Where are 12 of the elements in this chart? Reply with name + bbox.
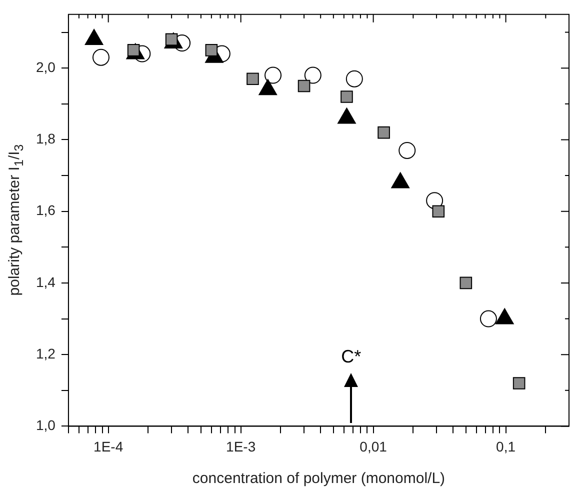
ref-line-label: C* bbox=[341, 346, 362, 367]
y-tick-label: 2,0 bbox=[36, 58, 56, 75]
y-tick-label: 1,6 bbox=[36, 202, 56, 218]
x-tick-label: 1E-3 bbox=[226, 438, 256, 454]
x-tick-label: 0,1 bbox=[496, 438, 516, 454]
y-tick-label: 1,2 bbox=[36, 345, 56, 362]
y-tick-label: 1,0 bbox=[36, 417, 56, 434]
x-tick-label: 0,01 bbox=[360, 438, 388, 454]
y-tick-label: 1,8 bbox=[36, 130, 56, 147]
y-tick-label: 1,4 bbox=[36, 274, 56, 290]
x-tick-label: 1E-4 bbox=[94, 438, 124, 454]
x-axis-title: concentration of polymer (monomol/L) bbox=[192, 470, 446, 488]
